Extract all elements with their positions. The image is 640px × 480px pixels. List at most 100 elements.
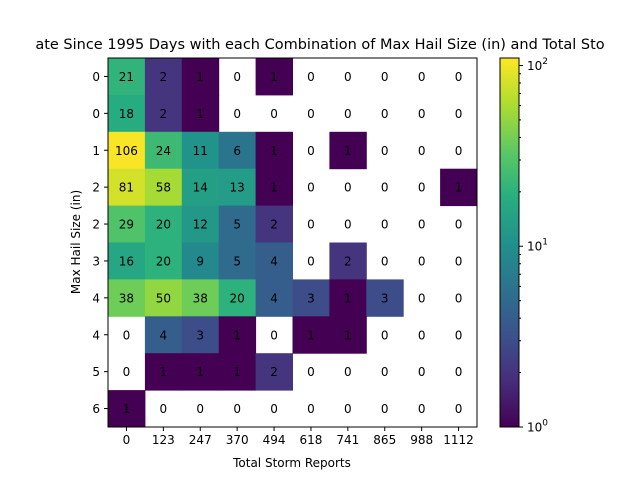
cell-value-label: 0 xyxy=(455,291,463,305)
x-tick-label: 618 xyxy=(299,433,322,447)
y-tick-label: 1 xyxy=(92,144,100,158)
cell-value-label: 0 xyxy=(270,328,278,342)
cell-value-label: 0 xyxy=(455,70,463,84)
x-tick-label: 741 xyxy=(336,433,359,447)
heatmap-cell xyxy=(440,168,478,207)
heatmap-cell xyxy=(329,316,367,354)
cell-value-label: 0 xyxy=(381,181,389,195)
cell-value-label: 0 xyxy=(307,181,315,195)
heatmap-cell xyxy=(144,242,183,280)
x-axis-label: Total Storm Reports xyxy=(232,456,351,470)
y-tick-label: 0 xyxy=(92,107,100,121)
cell-value-label: 81 xyxy=(119,181,134,195)
colorbar xyxy=(499,57,520,428)
cell-value-label: 0 xyxy=(344,365,352,379)
heatmap-cell xyxy=(329,279,367,317)
heatmap-cell xyxy=(144,279,183,317)
cell-value-label: 3 xyxy=(381,291,389,305)
heatmap-cell xyxy=(255,205,293,243)
cell-value-label: 0 xyxy=(455,254,463,268)
y-tick-label: 4 xyxy=(92,291,100,305)
cell-value-label: 21 xyxy=(119,70,134,84)
colorbar-tick-label: 100 xyxy=(527,419,548,435)
heatmap-cell xyxy=(292,316,330,354)
cell-value-label: 2 xyxy=(160,107,168,121)
cell-value-label: 0 xyxy=(307,254,315,268)
y-tick-label: 4 xyxy=(92,328,100,342)
cell-value-label: 1 xyxy=(196,70,204,84)
heatmap-cells xyxy=(108,58,478,428)
heatmap-cell xyxy=(181,94,220,133)
cell-value-label: 0 xyxy=(160,402,168,416)
cell-value-label: 9 xyxy=(196,254,204,268)
heatmap-cell xyxy=(255,168,293,207)
heatmap-cell xyxy=(292,279,330,317)
heatmap-cell xyxy=(108,168,146,207)
cell-value-label: 2 xyxy=(160,70,168,84)
cell-value-label: 1 xyxy=(344,291,352,305)
heatmap-cell xyxy=(108,205,146,243)
cell-value-label: 0 xyxy=(270,402,278,416)
x-tick-label: 370 xyxy=(226,433,249,447)
heatmap-cell xyxy=(144,316,183,354)
cell-value-label: 0 xyxy=(307,365,315,379)
heatmap-cell xyxy=(181,168,220,207)
cell-value-label: 0 xyxy=(196,402,204,416)
cell-value-label: 0 xyxy=(123,328,131,342)
cell-value-label: 0 xyxy=(455,218,463,232)
heatmap-cell xyxy=(366,279,404,317)
cell-value-label: 0 xyxy=(455,144,463,158)
cell-value-label: 1 xyxy=(123,402,131,416)
cell-value-label: 0 xyxy=(381,107,389,121)
cell-value-label: 1 xyxy=(160,365,168,379)
cell-value-label: 0 xyxy=(418,181,426,195)
heatmap-cell xyxy=(255,279,293,317)
cell-value-label: 0 xyxy=(270,107,278,121)
heatmap-cell xyxy=(108,390,146,428)
cell-value-label: 58 xyxy=(156,181,171,195)
heatmap-cell xyxy=(144,205,183,243)
x-tick-label: 494 xyxy=(263,433,286,447)
plot-frame xyxy=(107,57,478,428)
colorbar-tick-label: 101 xyxy=(527,238,548,254)
cell-value-label: 20 xyxy=(156,254,171,268)
x-tick-label: 988 xyxy=(410,433,433,447)
cell-value-label: 0 xyxy=(418,254,426,268)
cell-value-label: 11 xyxy=(193,144,208,158)
heatmap-cell xyxy=(255,353,293,391)
cell-value-label: 0 xyxy=(307,144,315,158)
heatmap-cell xyxy=(218,353,257,391)
chart-title: ate Since 1995 Days with each Combinatio… xyxy=(35,37,604,53)
cell-value-label: 0 xyxy=(418,291,426,305)
cell-value-label: 0 xyxy=(381,70,389,84)
x-tick-label: 1112 xyxy=(443,433,474,447)
cell-value-label: 1 xyxy=(196,365,204,379)
cell-value-label: 4 xyxy=(270,254,278,268)
cell-value-label: 20 xyxy=(230,291,245,305)
cell-value-label: 50 xyxy=(156,291,171,305)
colorbar-tick-label: 102 xyxy=(527,57,548,73)
heatmap-cell xyxy=(181,131,220,170)
heatmap-cell xyxy=(255,131,293,170)
cell-value-label: 1 xyxy=(455,181,463,195)
cell-value-label: 38 xyxy=(119,291,134,305)
cell-value-label: 5 xyxy=(233,218,241,232)
cell-value-label: 14 xyxy=(193,181,208,195)
heatmap-cell xyxy=(218,131,257,170)
heatmap-cell xyxy=(255,242,293,280)
cell-value-label: 13 xyxy=(230,181,245,195)
cell-value-label: 0 xyxy=(418,328,426,342)
cell-value-label: 0 xyxy=(418,402,426,416)
cell-value-label: 0 xyxy=(418,218,426,232)
cell-value-label: 0 xyxy=(381,365,389,379)
colorbar-ticks: 100 101 102 xyxy=(519,57,548,435)
cell-value-label: 2 xyxy=(344,254,352,268)
cell-value-label: 106 xyxy=(115,144,138,158)
heatmap-cell xyxy=(144,168,183,207)
cell-value-label: 1 xyxy=(233,365,241,379)
y-tick-label: 6 xyxy=(92,402,100,416)
cell-value-label: 0 xyxy=(344,181,352,195)
cell-value-label: 1 xyxy=(307,328,315,342)
heatmap-cell xyxy=(144,131,183,170)
